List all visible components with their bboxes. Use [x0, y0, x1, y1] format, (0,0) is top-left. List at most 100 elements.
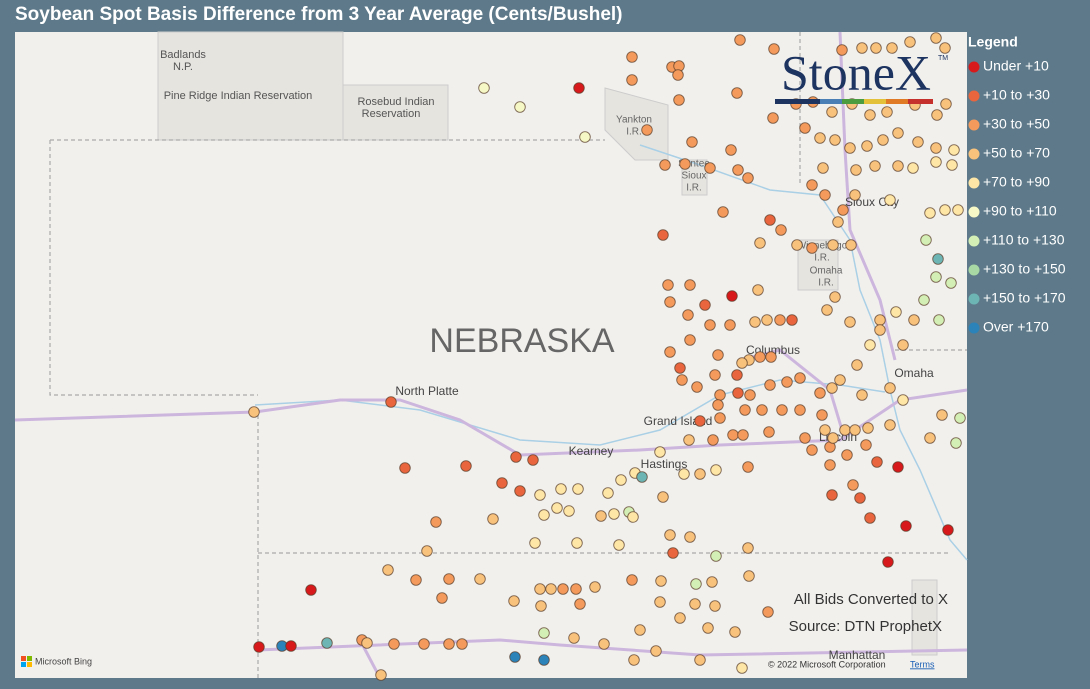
bid-location[interactable]: [864, 109, 876, 121]
bid-location[interactable]: [794, 372, 806, 384]
bid-location[interactable]: [892, 127, 904, 139]
bid-location[interactable]: [724, 319, 736, 331]
bid-location[interactable]: [678, 468, 690, 480]
bid-location[interactable]: [933, 314, 945, 326]
bid-location[interactable]: [704, 319, 716, 331]
bid-location[interactable]: [534, 489, 546, 501]
bid-location[interactable]: [385, 396, 397, 408]
bid-location[interactable]: [936, 409, 948, 421]
bid-location[interactable]: [375, 669, 387, 681]
bid-location[interactable]: [744, 389, 756, 401]
bid-location[interactable]: [886, 42, 898, 54]
bid-location[interactable]: [939, 204, 951, 216]
bid-location[interactable]: [626, 51, 638, 63]
bid-location[interactable]: [706, 576, 718, 588]
bid-location[interactable]: [892, 160, 904, 172]
bid-location[interactable]: [699, 299, 711, 311]
bid-location[interactable]: [732, 164, 744, 176]
bid-location[interactable]: [799, 122, 811, 134]
bid-location[interactable]: [827, 432, 839, 444]
bid-location[interactable]: [538, 627, 550, 639]
bid-location[interactable]: [615, 474, 627, 486]
bid-location[interactable]: [731, 87, 743, 99]
bid-location[interactable]: [478, 82, 490, 94]
bid-location[interactable]: [704, 162, 716, 174]
bid-location[interactable]: [930, 142, 942, 154]
bid-location[interactable]: [882, 556, 894, 568]
bid-location[interactable]: [814, 132, 826, 144]
bid-location[interactable]: [764, 379, 776, 391]
bid-location[interactable]: [829, 291, 841, 303]
bid-location[interactable]: [694, 415, 706, 427]
bid-location[interactable]: [707, 434, 719, 446]
bid-location[interactable]: [709, 369, 721, 381]
bid-location[interactable]: [361, 637, 373, 649]
bid-location[interactable]: [682, 309, 694, 321]
bid-location[interactable]: [305, 584, 317, 596]
bid-location[interactable]: [717, 206, 729, 218]
bid-location[interactable]: [931, 109, 943, 121]
bid-location[interactable]: [897, 339, 909, 351]
bid-location[interactable]: [826, 489, 838, 501]
bid-location[interactable]: [829, 134, 841, 146]
bid-location[interactable]: [832, 216, 844, 228]
bid-location[interactable]: [689, 598, 701, 610]
bid-location[interactable]: [826, 382, 838, 394]
bid-location[interactable]: [634, 624, 646, 636]
bid-location[interactable]: [824, 459, 836, 471]
bid-location[interactable]: [714, 412, 726, 424]
bid-location[interactable]: [904, 36, 916, 48]
bid-location[interactable]: [732, 387, 744, 399]
bid-location[interactable]: [948, 144, 960, 156]
bid-location[interactable]: [613, 539, 625, 551]
bid-location[interactable]: [806, 179, 818, 191]
bid-location[interactable]: [535, 600, 547, 612]
bid-location[interactable]: [756, 404, 768, 416]
bid-location[interactable]: [742, 461, 754, 473]
bid-location[interactable]: [874, 314, 886, 326]
bid-location[interactable]: [774, 314, 786, 326]
bid-location[interactable]: [551, 502, 563, 514]
bid-location[interactable]: [555, 483, 567, 495]
bid-location[interactable]: [602, 487, 614, 499]
bid-location[interactable]: [568, 632, 580, 644]
bid-location[interactable]: [950, 437, 962, 449]
bid-location[interactable]: [761, 314, 773, 326]
bid-location[interactable]: [884, 382, 896, 394]
bid-location[interactable]: [545, 583, 557, 595]
bid-location[interactable]: [763, 426, 775, 438]
bid-location[interactable]: [827, 239, 839, 251]
bid-location[interactable]: [816, 409, 828, 421]
bid-location[interactable]: [869, 160, 881, 172]
bid-location[interactable]: [702, 622, 714, 634]
bid-location[interactable]: [456, 638, 468, 650]
bid-location[interactable]: [628, 654, 640, 666]
bid-location[interactable]: [814, 387, 826, 399]
bid-location[interactable]: [850, 164, 862, 176]
bid-location[interactable]: [794, 404, 806, 416]
bid-location[interactable]: [709, 600, 721, 612]
bid-location[interactable]: [737, 429, 749, 441]
bid-location[interactable]: [514, 101, 526, 113]
bid-location[interactable]: [627, 511, 639, 523]
bid-location[interactable]: [679, 158, 691, 170]
bid-location[interactable]: [821, 304, 833, 316]
bid-location[interactable]: [382, 564, 394, 576]
bid-location[interactable]: [851, 359, 863, 371]
bid-location[interactable]: [674, 612, 686, 624]
bid-location[interactable]: [686, 136, 698, 148]
bid-location[interactable]: [920, 234, 932, 246]
bid-location[interactable]: [726, 290, 738, 302]
bid-location[interactable]: [657, 229, 669, 241]
bid-location[interactable]: [844, 316, 856, 328]
bid-location[interactable]: [664, 296, 676, 308]
bid-location[interactable]: [657, 491, 669, 503]
bid-location[interactable]: [694, 468, 706, 480]
bid-location[interactable]: [765, 351, 777, 363]
bid-location[interactable]: [806, 242, 818, 254]
bid-location[interactable]: [729, 626, 741, 638]
bid-location[interactable]: [684, 279, 696, 291]
bid-location[interactable]: [781, 376, 793, 388]
bid-location[interactable]: [410, 574, 422, 586]
bid-location[interactable]: [534, 583, 546, 595]
